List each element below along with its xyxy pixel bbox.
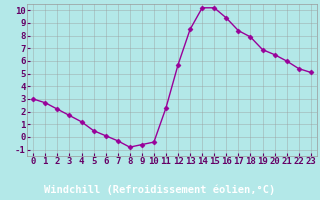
Text: Windchill (Refroidissement éolien,°C): Windchill (Refroidissement éolien,°C) xyxy=(44,185,276,195)
